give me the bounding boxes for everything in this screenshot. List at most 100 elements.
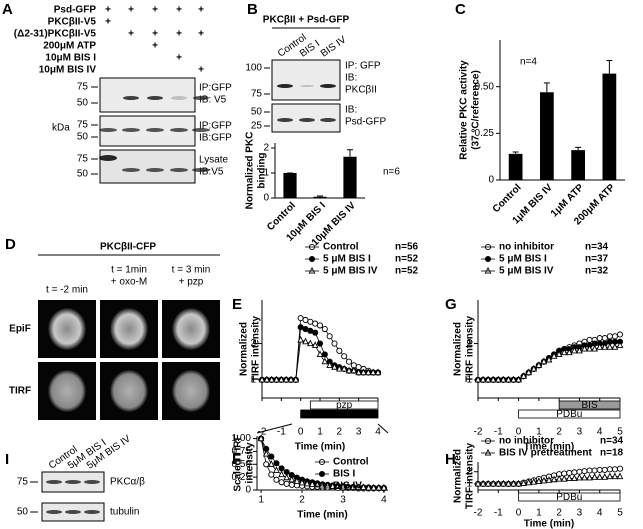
marker	[292, 375, 300, 383]
x-axis-label: Time (min)	[524, 442, 574, 453]
marker	[530, 477, 538, 485]
marker	[601, 343, 609, 350]
shape	[99, 149, 196, 184]
row-label: (Δ2-31)PKCβII-V5	[14, 29, 97, 40]
marker	[288, 475, 296, 483]
marker	[312, 329, 319, 336]
marker	[606, 343, 614, 350]
marker	[278, 465, 285, 472]
annotation: n=4	[520, 57, 537, 68]
marker	[287, 375, 295, 383]
legend-n: n=37	[585, 254, 609, 265]
shape	[271, 103, 341, 133]
legend-n: n=52	[395, 254, 419, 265]
marker	[273, 460, 280, 467]
cell-image	[110, 308, 148, 350]
marker	[560, 474, 568, 482]
marker	[303, 479, 311, 487]
marker	[268, 375, 275, 383]
legend-label: 5 μM BIS IV	[499, 266, 554, 277]
marker	[494, 375, 502, 383]
legend-marker	[318, 481, 326, 489]
blot-band	[192, 128, 210, 132]
treatment-bar	[558, 400, 621, 410]
blot-band	[122, 168, 140, 172]
marker	[616, 472, 624, 480]
marker	[535, 361, 543, 368]
marker	[550, 475, 558, 483]
marker	[596, 343, 604, 350]
blot-label: PKCα/β	[110, 477, 145, 488]
x-axis-label: Time (min)	[295, 442, 345, 453]
blot-band	[300, 85, 314, 87]
x-tick-label: 3	[577, 508, 583, 519]
marker	[520, 479, 527, 486]
y-tick-label: 1	[263, 168, 269, 179]
marker	[540, 357, 548, 365]
y-axis-label: Normalized	[239, 322, 250, 376]
y-axis-label: binding	[257, 152, 268, 188]
mw-label: 75	[77, 120, 89, 131]
marker	[596, 466, 603, 473]
y-axis-label: Normalized PKC	[245, 132, 256, 210]
legend-n: n=56	[395, 242, 419, 253]
bar	[343, 156, 357, 198]
marker	[268, 460, 275, 467]
y-tick-label: 2	[250, 338, 256, 349]
marker	[321, 325, 328, 333]
marker	[565, 348, 573, 356]
blot-band	[170, 168, 188, 172]
marker	[545, 476, 553, 483]
blot-band	[46, 480, 62, 484]
marker	[535, 477, 543, 485]
legend-label: no inhibitor	[499, 436, 554, 447]
blot-band	[320, 118, 336, 122]
marker	[345, 366, 353, 374]
marker	[510, 479, 517, 487]
mw-label: 50	[17, 507, 29, 518]
x-axis-label: Time (min)	[297, 510, 347, 521]
column-label: t = -2 min	[46, 285, 88, 296]
blot-band	[277, 118, 293, 122]
column-label: t = 1min	[111, 265, 147, 276]
marker	[341, 353, 348, 360]
marker	[369, 368, 377, 376]
marker	[273, 476, 280, 483]
marker	[273, 466, 280, 474]
blot-band	[99, 155, 117, 161]
marker	[616, 465, 624, 472]
marker	[525, 368, 533, 376]
marker	[474, 479, 482, 487]
x-axis-label: Time (min)	[524, 519, 574, 529]
marker	[340, 364, 348, 372]
marker	[489, 479, 497, 487]
y-tick-label: 1	[466, 374, 472, 385]
marker	[268, 471, 275, 478]
blot-band	[122, 128, 140, 132]
x-tick-label: 0	[516, 427, 522, 438]
x-tick-label: -1	[494, 508, 503, 519]
marker	[350, 366, 358, 374]
x-tick-label: 0	[516, 508, 522, 519]
legend-label: Control	[333, 457, 369, 468]
row-label: 10μM BIS I	[45, 53, 96, 64]
legend-marker	[484, 448, 492, 456]
panel-letter: D	[5, 236, 16, 253]
y-tick-label: 0.50	[232, 459, 252, 470]
marker	[606, 466, 613, 473]
marker	[297, 335, 304, 343]
y-tick-label: 0	[245, 485, 251, 496]
column-label: + pzp	[179, 277, 204, 288]
marker	[550, 352, 558, 359]
marker	[500, 479, 507, 487]
marker	[316, 350, 324, 357]
blot-band	[192, 168, 210, 172]
blot-band	[65, 510, 81, 514]
x-tick-label: 4	[381, 495, 387, 506]
treatment-label: pzp	[336, 400, 353, 411]
legend-n: n=18	[600, 448, 624, 459]
blot-band	[193, 96, 209, 100]
x-tick-label: 5	[617, 427, 623, 438]
mw-label: 75	[77, 154, 89, 165]
x-tick-label: -1	[277, 427, 286, 438]
